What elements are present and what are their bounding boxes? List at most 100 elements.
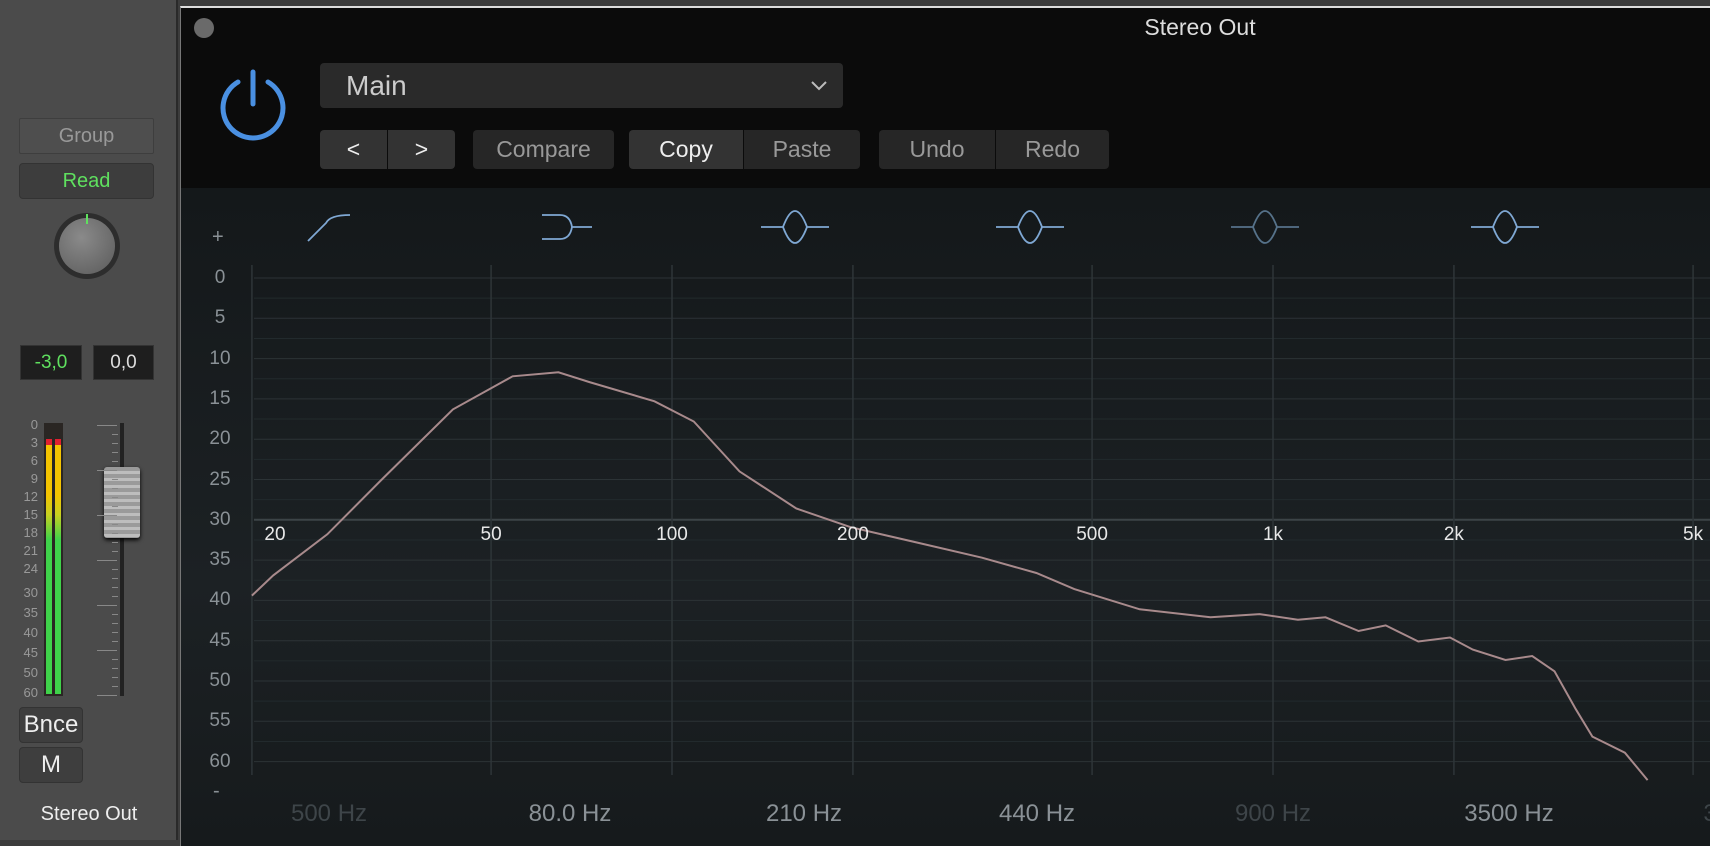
fader-tick [112,506,118,507]
fader-tick [112,641,118,642]
pan-value[interactable]: -3,0 [20,345,82,380]
meter-scale-label: 0 [30,417,38,432]
fader-tick [112,443,118,444]
bell-icon [996,210,1064,244]
fader-tick [112,551,118,552]
high-pass-icon [307,214,351,242]
window-title: Stereo Out [1144,14,1256,40]
bell-icon [761,210,829,244]
fader-tick [112,596,118,597]
y-tick-label: 25 [209,468,231,490]
volume-value[interactable]: 0,0 [93,345,154,380]
preset-name: Main [346,70,407,101]
band-frequency-label[interactable]: 3500 Hz [1464,800,1554,827]
x-tick-label: 5k [1683,524,1704,545]
meter-scale-label: 30 [23,585,38,600]
y-tick-label: 35 [209,549,231,571]
mute-button[interactable]: M [19,747,83,783]
y-tick-label: 55 [209,710,231,732]
next-preset-button[interactable]: > [388,130,455,169]
meter-scale-label: 18 [23,525,38,540]
paste-button[interactable]: Paste [744,130,860,169]
meter-scale-label: 24 [23,561,38,576]
fader-tick [112,533,118,534]
low-shelf-icon [542,214,592,240]
band-frequency-label[interactable]: 80.0 Hz [528,800,612,827]
channel-strip: Group Read -3,0 0,0 Bnce M Stereo Out 0 3… [0,0,178,840]
x-tick-label: 20 [264,524,286,545]
fader-track [120,423,124,696]
fader-tick [112,497,118,498]
fader-tick [97,425,117,426]
meter-scale-label: 21 [23,543,38,558]
meter-scale-label: 12 [23,489,38,504]
fader-tick [112,614,118,615]
channel-name: Stereo Out [40,803,138,825]
y-tick-label: 50 [209,670,231,691]
y-tick-label: 0 [214,267,226,288]
band-frequency-label[interactable]: 440 Hz [998,800,1076,827]
gain-minus-button[interactable]: - [213,780,220,802]
fader-tick [112,452,118,453]
fader-tick [112,632,118,633]
y-tick-label: 30 [209,508,231,530]
fader-tick [112,668,118,669]
meter-scale-label: 60 [23,685,38,700]
fader-tick [112,578,118,579]
meter-scale-label: 50 [23,665,38,680]
undo-button[interactable]: Undo [879,130,995,169]
bell-icon [1471,210,1539,244]
meter-scale-label: 9 [30,471,38,486]
compare-button[interactable]: Compare [473,130,614,169]
close-button[interactable] [194,18,214,38]
volume-fader[interactable] [104,467,140,538]
band-frequency-label[interactable]: 900 Hz [1234,800,1312,827]
fader-tick [97,515,117,516]
x-tick-label: 2k [1443,524,1464,545]
fader-tick [112,677,118,678]
fader-tick [112,488,118,489]
fader-tick [97,695,117,696]
meter-scale-label: 35 [23,605,38,620]
group-button[interactable]: Group [19,118,154,154]
power-icon[interactable] [214,68,292,146]
gain-plus-button[interactable]: + [212,226,224,248]
level-meter [44,423,63,696]
fader-tick [97,650,117,651]
pan-indicator [86,214,88,224]
redo-button[interactable]: Redo [996,130,1109,169]
fader-tick [112,686,118,687]
fader-tick [112,542,118,543]
meter-scale-label: 3 [30,435,38,450]
y-tick-label: 5 [214,307,226,329]
meter-scale-label: 45 [23,645,38,660]
y-tick-label: 40 [209,589,231,611]
fader-tick [97,605,117,606]
previous-preset-button[interactable]: < [320,130,387,169]
preset-dropdown[interactable]: Main [320,63,843,108]
fader-tick [112,659,118,660]
bounce-button[interactable]: Bnce [19,707,83,743]
band-frequency-label[interactable]: 3 [1703,800,1710,828]
meter-scale-label: 40 [23,625,38,640]
copy-button[interactable]: Copy [629,130,743,169]
fader-tick [112,434,118,435]
fader-tick [112,569,118,570]
y-tick-label: 20 [209,428,231,450]
x-tick-label: 500 [1076,524,1108,545]
fader-tick [97,560,117,561]
fader-tick [112,587,118,588]
fader-tick [112,524,118,525]
band-frequency-label[interactable]: 210 Hz [765,800,843,827]
band-frequency-label[interactable]: 500 Hz [290,800,368,827]
x-tick-label: 1k [1262,524,1284,545]
meter-scale-label: 15 [23,507,38,522]
chevron-down-icon [811,81,827,91]
automation-mode-button[interactable]: Read [19,163,154,199]
y-tick-label: 60 [209,750,231,772]
y-tick-label: 10 [209,347,231,369]
fader-tick [112,479,118,480]
pan-knob[interactable] [59,218,115,274]
bell-icon [1231,210,1299,244]
